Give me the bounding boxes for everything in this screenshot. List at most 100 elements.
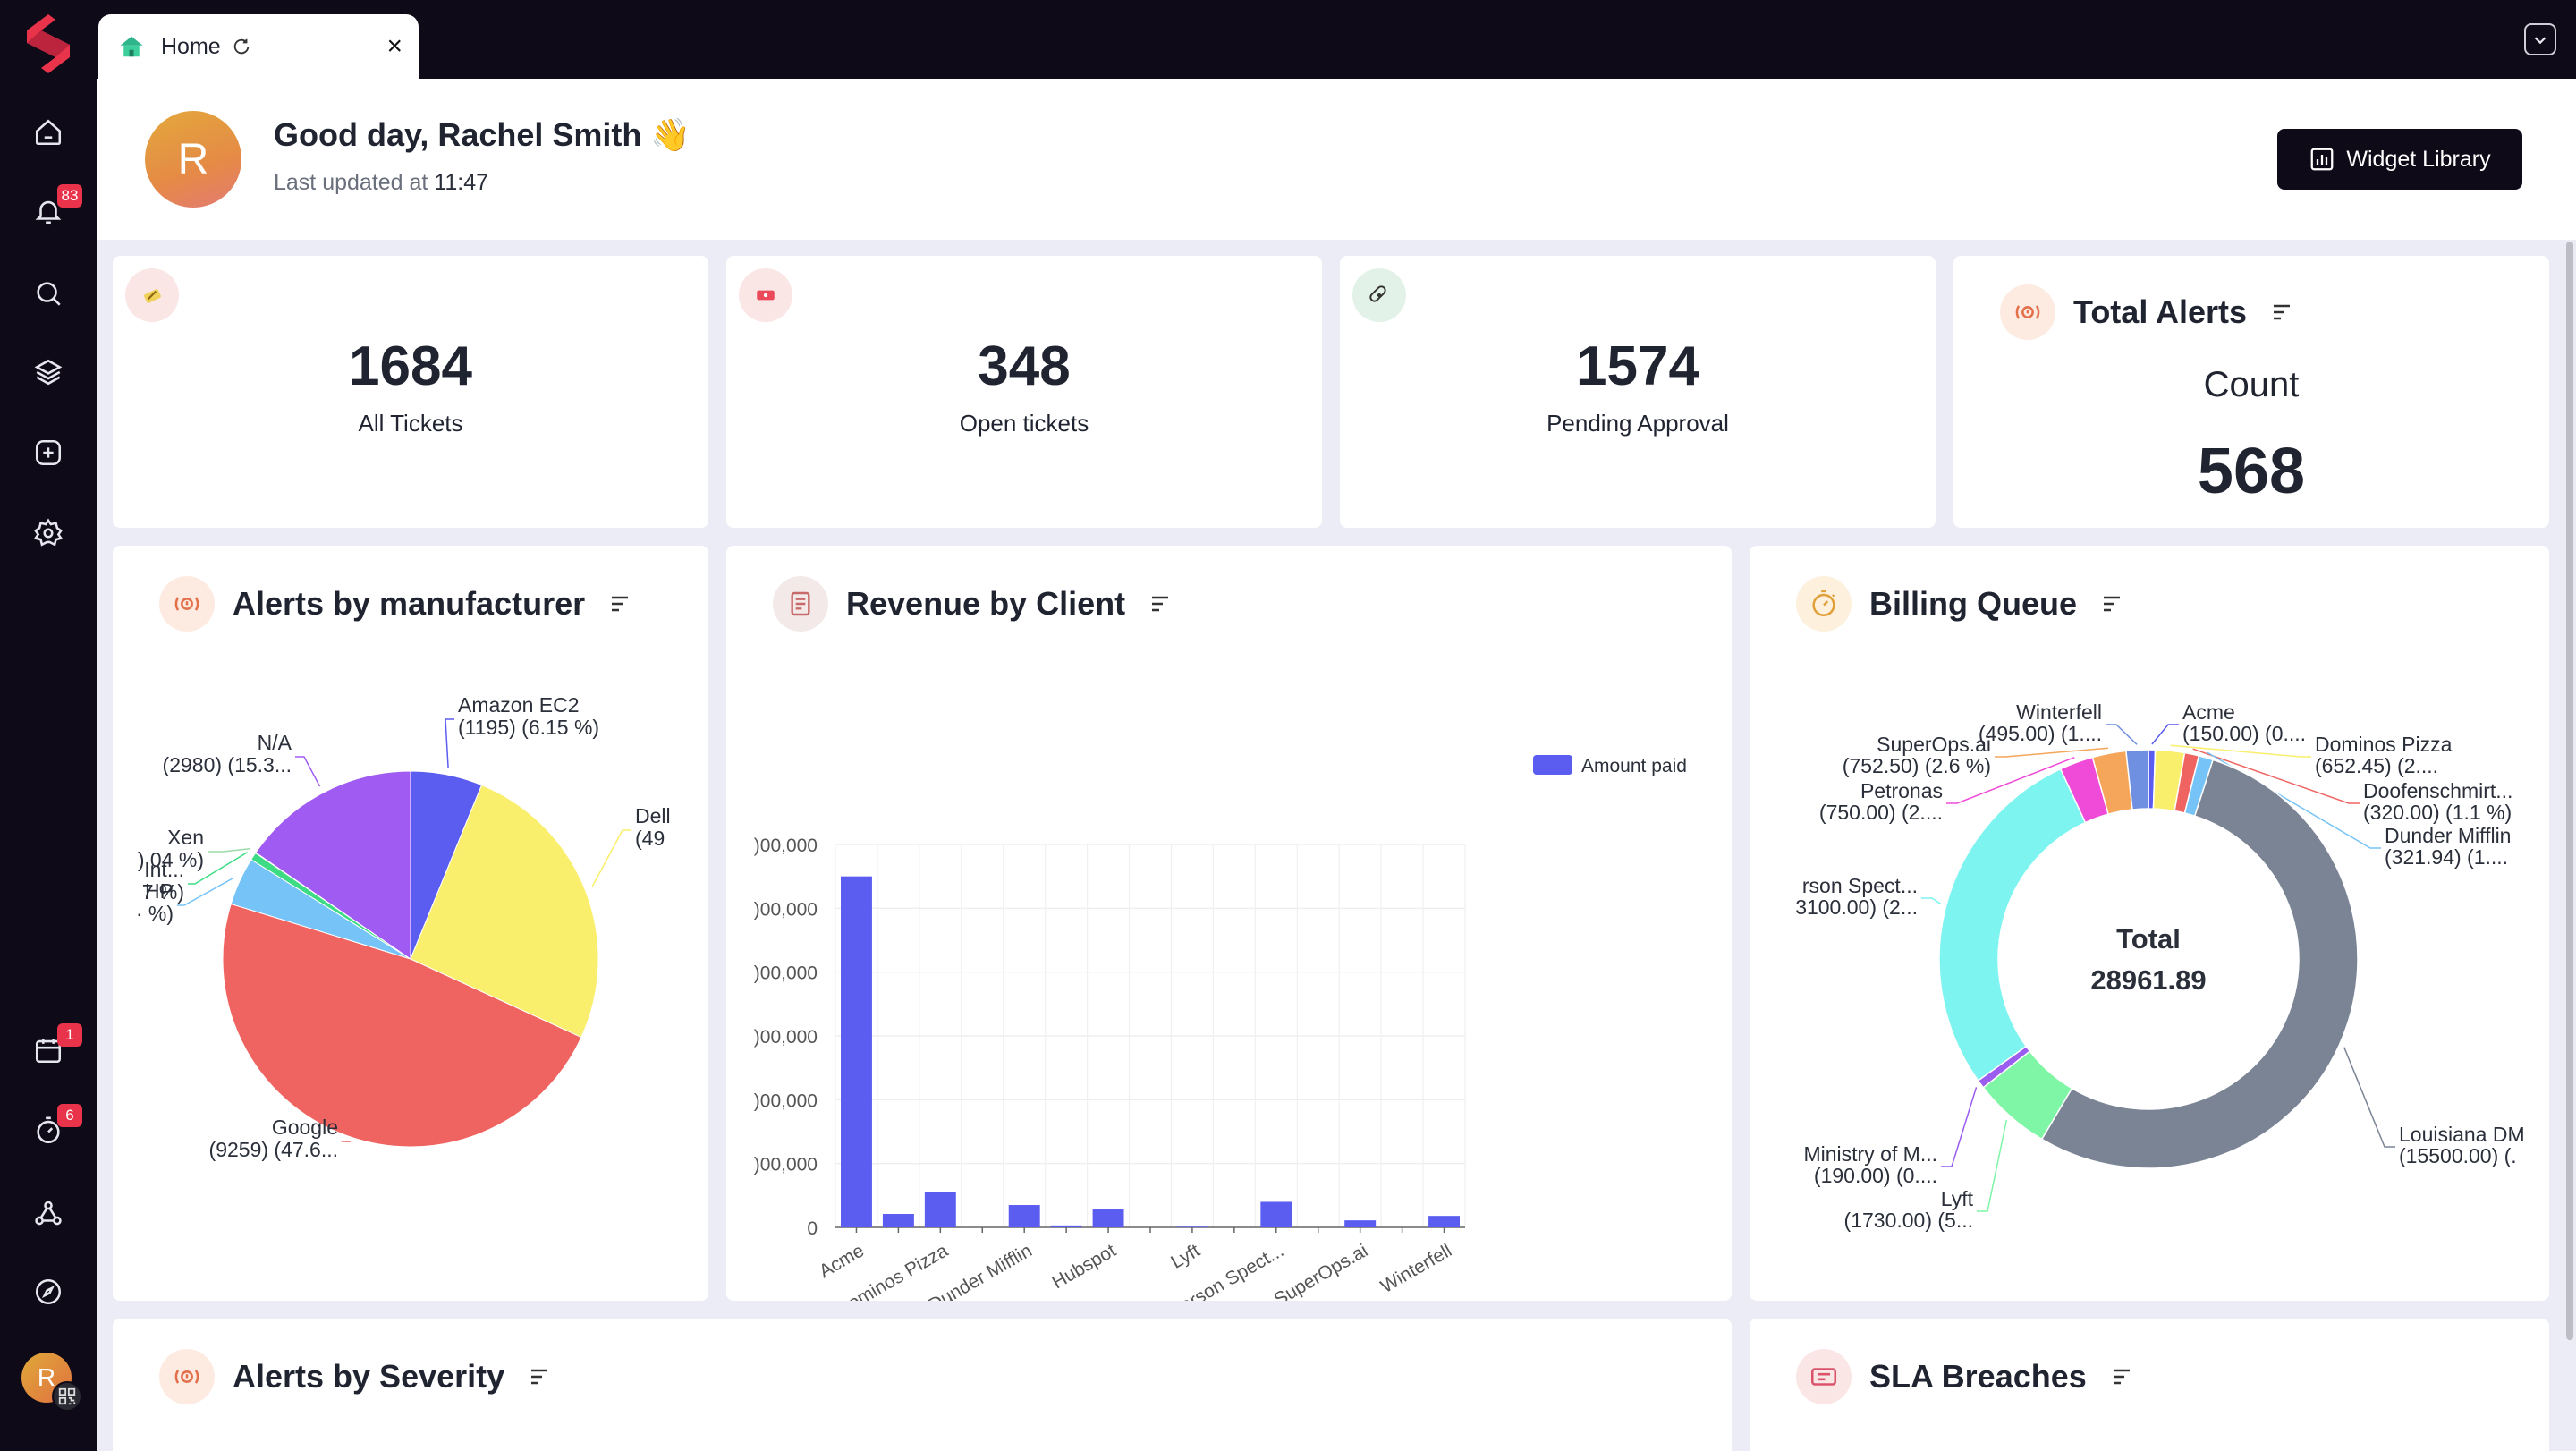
ticket-icon	[1796, 1349, 1852, 1404]
donut-label: Louisiana DM	[2399, 1123, 2525, 1146]
pie-label: (49	[635, 827, 665, 850]
page-header: R Good day, Rachel Smith 👋 Last updated …	[97, 79, 2576, 240]
manufacturer-title: Alerts by manufacturer	[233, 585, 586, 622]
sla-title: SLA Breaches	[1869, 1358, 2087, 1395]
user-avatar[interactable]: R	[21, 1353, 82, 1412]
pie-leader-line	[177, 877, 233, 906]
sla-breaches-widget: SLA Breaches	[1750, 1319, 2549, 1451]
add-new-icon[interactable]	[27, 431, 70, 474]
last-updated-prefix: Last updated at	[274, 170, 435, 195]
stat-label: All Tickets	[358, 410, 463, 437]
greeting-text: Good day, Rachel Smith 👋	[274, 116, 691, 153]
donut-label: Acme	[2182, 700, 2235, 724]
stat-value: 1684	[349, 335, 472, 397]
billing-donut-chart[interactable]: Acme(150.00) (0.... Dominos Pizza(652.45)…	[1750, 639, 2549, 1301]
revenue-by-client-widget: Revenue by Client 0 )00,000 )00,000 )00,000…	[726, 546, 1732, 1301]
donut-label: rson Spect...	[1802, 874, 1918, 897]
sidebar: 83 1 6 R	[0, 0, 97, 1451]
revenue-header: Revenue by Client	[773, 576, 1172, 632]
revenue-bar	[1176, 1226, 1208, 1227]
donut-label: Doofenschmirt...	[2363, 779, 2512, 802]
pie-label: (2980) (15.3...	[163, 753, 292, 776]
donut-label: (652.45) (2....	[2315, 754, 2438, 777]
billing-header: Billing Queue	[1796, 576, 2123, 632]
pie-label: 7 %)	[142, 880, 184, 904]
qr-code-icon[interactable]	[52, 1381, 82, 1412]
severity-header: Alerts by Severity	[159, 1349, 551, 1404]
widget-library-button[interactable]: Widget Library	[2277, 129, 2522, 190]
donut-label: SuperOps.ai	[1877, 733, 1991, 756]
bar-y-tick: )00,000	[754, 1090, 818, 1111]
chevron-down-icon[interactable]	[2524, 23, 2556, 55]
user-avatar-initial: R	[37, 1363, 56, 1391]
manufacturer-header: Alerts by manufacturer	[159, 576, 631, 632]
total-alerts-card[interactable]: Total Alerts Count 568	[1953, 256, 2549, 528]
donut-slice	[2040, 759, 2359, 1169]
donut-leader-line	[1995, 747, 2108, 758]
profile-avatar[interactable]: R	[145, 111, 242, 208]
superops-logo[interactable]	[20, 13, 77, 75]
stat-card-open-tickets[interactable]: 348 Open tickets	[726, 256, 1322, 528]
close-tab-icon[interactable]: ×	[386, 31, 402, 61]
search-icon[interactable]	[27, 272, 70, 315]
calendar-icon[interactable]: 1	[27, 1023, 82, 1072]
donut-label: Ministry of M...	[1803, 1142, 1937, 1166]
revenue-bar	[1428, 1216, 1460, 1227]
last-updated-time: 11:47	[434, 170, 489, 195]
notifications-bell-icon[interactable]: 83	[27, 184, 82, 233]
settings-gear-icon[interactable]	[27, 512, 70, 555]
revenue-bar	[924, 1192, 956, 1227]
widget-menu-icon[interactable]	[530, 1368, 551, 1386]
donut-label: (752.50) (2.6 %)	[1843, 754, 1991, 777]
donut-leader-line	[2106, 724, 2138, 745]
donut-leader-line	[1946, 757, 2075, 804]
pie-label: ).04 %)	[138, 848, 204, 871]
donut-leader-line	[2343, 1047, 2395, 1148]
top-bar: Home ×	[97, 0, 2576, 79]
billing-queue-widget: Billing Queue Acme (150.00) (0.... Dominos…	[1750, 546, 2549, 1301]
widget-menu-icon[interactable]	[2112, 1368, 2133, 1386]
legend-swatch	[1533, 755, 1572, 775]
bar-x-tick: Hubspot	[1048, 1240, 1119, 1293]
pie-slice	[222, 903, 582, 1148]
donut-label: (495.00) (1....	[1979, 722, 2102, 745]
donut-leader-line	[2192, 748, 2360, 804]
donut-label: (15500.00) (.	[2399, 1144, 2517, 1167]
bar-y-tick: )00,000	[754, 836, 818, 856]
tab-home-label: Home	[161, 33, 221, 59]
bar-y-tick: )00,000	[754, 963, 818, 984]
bar-y-tick: 0	[807, 1218, 818, 1239]
stat-card-all-tickets[interactable]: 1684 All Tickets	[113, 256, 708, 528]
widget-menu-icon[interactable]	[610, 595, 631, 613]
donut-label: Winterfell	[2016, 700, 2102, 724]
pie-label: Amazon EC2	[458, 693, 580, 717]
widget-menu-icon[interactable]	[2102, 595, 2123, 613]
refresh-icon[interactable]	[232, 37, 251, 56]
scrollbar-thumb[interactable]	[2566, 242, 2573, 1340]
pie-leader-line	[445, 718, 454, 768]
tab-home[interactable]: Home ×	[98, 14, 419, 79]
layers-icon[interactable]	[27, 351, 70, 394]
donut-label: 3100.00) (2...	[1795, 895, 1918, 919]
total-alerts-label: Count	[2203, 365, 2300, 404]
revenue-bar	[1260, 1201, 1292, 1227]
manufacturer-pie-chart[interactable]: Amazon EC2(1195) (6.15 %) Dell(49 Google(9…	[113, 639, 708, 1301]
revenue-bar-chart[interactable]: 0)00,000)00,000)00,000)00,000)00,000)00,…	[726, 639, 1732, 1301]
stat-label: Pending Approval	[1546, 410, 1729, 437]
pie-label: (9259) (47.6...	[209, 1138, 338, 1161]
stat-card-pending-approval[interactable]: 1574 Pending Approval	[1340, 256, 1936, 528]
network-icon[interactable]	[27, 1192, 70, 1235]
donut-label: Dunder Mifflin	[2385, 824, 2511, 847]
donut-label: Lyft	[1941, 1187, 1974, 1210]
stat-value: 348	[978, 335, 1071, 397]
donut-leader-line	[1921, 897, 1942, 905]
donut-label: Dominos Pizza	[2315, 733, 2453, 756]
home-icon[interactable]	[27, 111, 70, 154]
timer-icon[interactable]: 6	[27, 1104, 82, 1152]
widget-menu-icon[interactable]	[1150, 595, 1172, 613]
stat-value: 1574	[1576, 335, 1699, 397]
widget-menu-icon[interactable]	[2272, 303, 2293, 321]
page-scrollbar[interactable]	[2562, 240, 2576, 1451]
compass-icon[interactable]	[27, 1270, 70, 1313]
pie-label: Dell	[635, 804, 671, 827]
